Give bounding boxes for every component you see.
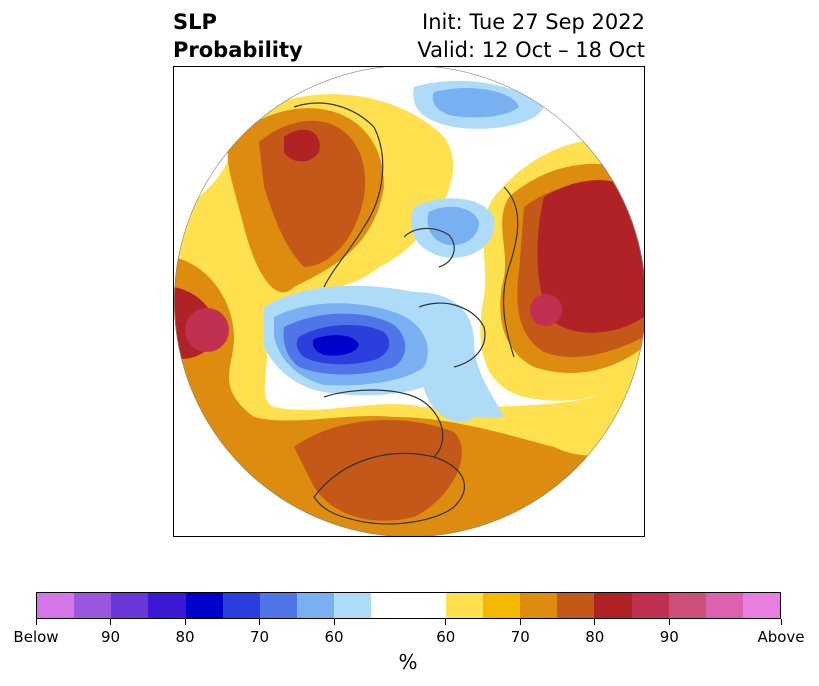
title-line-2: Probability	[173, 38, 303, 62]
colorbar-tick	[668, 619, 670, 625]
colorbar-tick-label: 90	[659, 628, 679, 646]
map-boundary	[174, 67, 644, 536]
above-core-east	[530, 294, 562, 326]
colorbar-segment	[297, 593, 335, 618]
above-region-west-red	[259, 120, 366, 267]
colorbar-segment	[334, 593, 372, 618]
below-region-greenland	[422, 367, 484, 422]
colorbar-segment	[111, 593, 149, 618]
colorbar-segment	[185, 593, 223, 618]
probability-map	[173, 66, 645, 537]
colorbar-tick-label: 70	[510, 628, 530, 646]
colorbar-tick-label: 80	[585, 628, 605, 646]
colorbar-segment	[482, 593, 521, 618]
valid-range: Valid: 12 Oct – 18 Oct	[417, 38, 645, 62]
colorbar-tick	[594, 619, 596, 625]
colorbar-segment	[259, 593, 298, 618]
colorbar-tick	[333, 619, 335, 625]
above-region-east-core	[537, 180, 644, 333]
polar-map-svg	[174, 67, 644, 536]
forecast-dates: Init: Tue 27 Sep 2022 Valid: 12 Oct – 18…	[417, 8, 645, 64]
colorbar-segment	[631, 593, 669, 618]
colorbar-segment	[445, 593, 483, 618]
colorbar-tick-label: 60	[324, 628, 344, 646]
coastlines	[293, 102, 519, 525]
above-region-west-core	[284, 129, 320, 162]
above-region-namerica	[294, 420, 462, 521]
init-date: Init: Tue 27 Sep 2022	[422, 10, 645, 34]
colorbar-segment	[74, 593, 112, 618]
colorbar-segment	[520, 593, 558, 618]
colorbar-tick-label: Above	[757, 628, 805, 646]
colorbar-tick	[780, 619, 782, 625]
above-region-atlantic-orange	[174, 257, 644, 536]
colorbar	[36, 592, 781, 619]
colorbar-segment	[148, 593, 186, 618]
colorbar-segment	[222, 593, 260, 618]
below-region-central-max	[312, 335, 359, 356]
colorbar-segment	[37, 593, 75, 618]
colorbar-segment	[408, 593, 446, 618]
map-title: SLP Probability	[173, 8, 303, 64]
colorbar-tick	[445, 619, 447, 625]
below-region-pole-mid	[427, 206, 479, 246]
colorbar-tick	[110, 619, 111, 625]
colorbar-tick-label: 80	[175, 628, 195, 646]
colorbar-tick-label: Below	[13, 628, 59, 646]
colorbar-segment	[705, 593, 743, 618]
colorbar-tick-label: 90	[100, 628, 121, 646]
colorbar-tick	[259, 619, 260, 625]
title-line-1: SLP	[173, 10, 217, 34]
colorbar-segment	[557, 593, 595, 618]
colorbar-tick-label: 60	[436, 628, 456, 646]
colorbar-tick	[184, 619, 186, 625]
below-region-north-mid	[432, 87, 519, 118]
colorbar-segment	[742, 593, 781, 618]
colorbar-segment	[371, 593, 409, 618]
colorbar-units: %	[398, 650, 418, 674]
colorbar-segment	[668, 593, 706, 618]
colorbar-tick-label: 70	[249, 628, 270, 646]
colorbar-segment	[594, 593, 632, 618]
above-core-atlantic	[185, 308, 229, 352]
colorbar-tick	[519, 619, 521, 625]
probability-field	[174, 67, 644, 536]
colorbar-tick	[35, 619, 37, 625]
